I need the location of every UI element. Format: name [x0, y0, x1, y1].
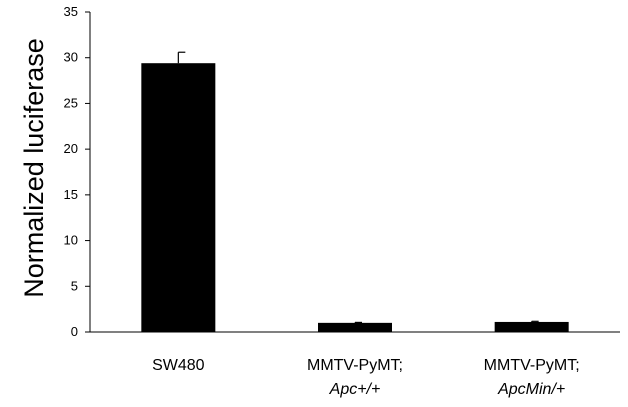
bar	[318, 322, 392, 332]
category-label: MMTV-PyMT;	[484, 357, 580, 374]
y-tick-label: 35	[64, 4, 78, 19]
y-axis-title: Normalized luciferase	[19, 38, 49, 298]
y-tick-label: 0	[71, 324, 78, 339]
category-sublabel: Apc+/+	[329, 381, 381, 398]
y-tick-label: 5	[71, 278, 78, 293]
y-tick-label: 15	[64, 187, 78, 202]
bars	[141, 51, 569, 332]
bar	[141, 63, 216, 332]
category-label: SW480	[152, 357, 205, 374]
y-tick-label: 30	[64, 50, 78, 65]
y-tick-label: 25	[64, 95, 78, 110]
bar	[494, 321, 569, 332]
x-axis-labels: SW480 MMTV-PyMT; Apc+/+ MMTV-PyMT; ApcMin/+	[152, 357, 580, 398]
category-sublabel: ApcMin/+	[497, 381, 565, 398]
y-tick-label: 20	[64, 141, 78, 156]
y-axis-ticks: 0 5 10 15 20 25 30 35	[64, 4, 90, 339]
category-label: MMTV-PyMT;	[307, 357, 403, 374]
y-tick-label: 10	[64, 233, 78, 248]
